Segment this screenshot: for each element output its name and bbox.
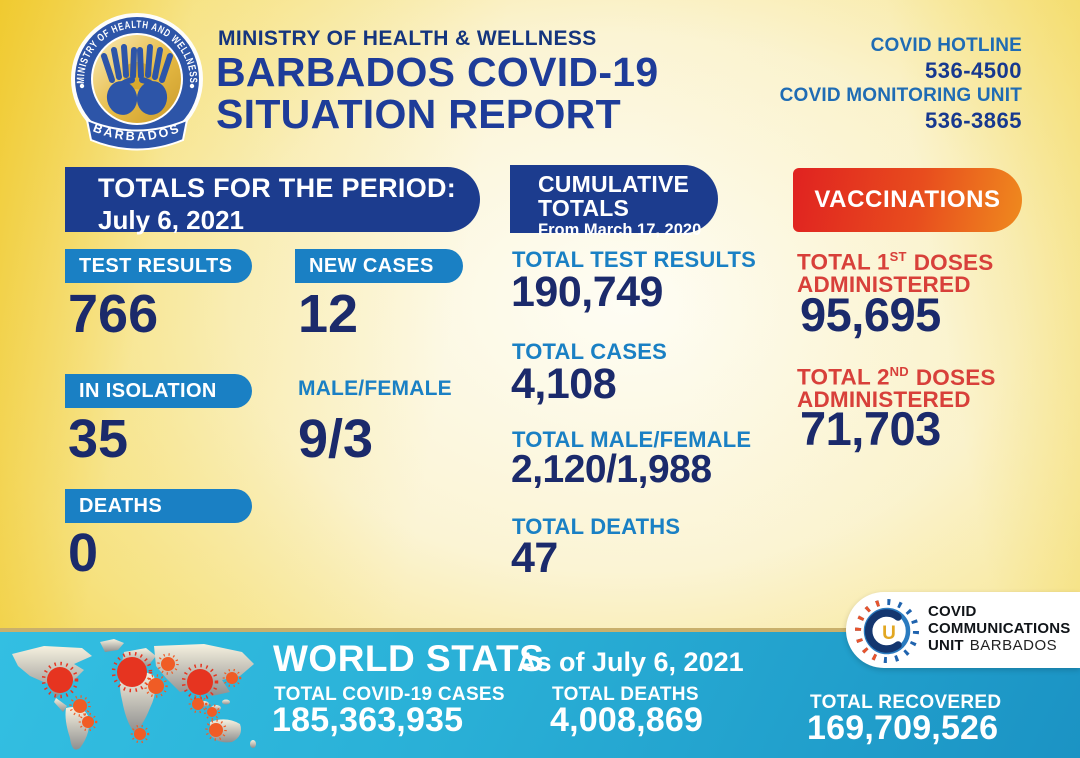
deaths-banner: DEATHS xyxy=(65,489,252,523)
hotline-label: COVID HOTLINE xyxy=(870,35,1022,56)
test-results-value: 766 xyxy=(68,284,159,344)
virus-icon: U xyxy=(855,599,919,663)
ccu-line3-unit: UNIT xyxy=(928,637,964,654)
world-cases-value: 185,363,935 xyxy=(272,701,464,739)
first-doses-label-suffix: DOSES xyxy=(913,249,994,275)
second-doses-label-prefix: TOTAL 2 xyxy=(797,364,890,390)
second-doses-label-suffix: DOSES xyxy=(915,364,996,390)
hands-icon xyxy=(101,44,173,115)
cumulative-banner-since: From March 17, 2020 xyxy=(538,221,702,239)
in-isolation-banner: IN ISOLATION xyxy=(65,374,252,408)
period-banner-date: July 6, 2021 xyxy=(98,205,244,235)
test-results-banner: TEST RESULTS xyxy=(65,249,252,283)
ccu-line1: COVID xyxy=(928,603,977,620)
total-cases-value: 4,108 xyxy=(511,360,617,408)
total-deaths-label: TOTAL DEATHS xyxy=(512,514,681,539)
total-cases-label: TOTAL CASES xyxy=(512,339,667,364)
hotline-number: 536-4500 xyxy=(925,58,1022,83)
cumulative-banner: CUMULATIVE TOTALS From March 17, 2020 xyxy=(510,165,718,239)
ministry-seal-logo: MINISTRY OF HEALTH AND WELLNESS BARBADOS xyxy=(71,13,203,151)
second-doses-value: 71,703 xyxy=(800,402,941,455)
report-title-line2: SITUATION REPORT xyxy=(216,91,621,137)
seal-ribbon xyxy=(85,118,189,151)
second-doses-label-line2: ADMINISTERED xyxy=(797,386,971,412)
total-male-female-label: TOTAL MALE/FEMALE xyxy=(512,427,752,452)
new-cases-banner: NEW CASES xyxy=(295,249,463,283)
male-female-label: MALE/FEMALE xyxy=(298,377,452,400)
first-doses-label-prefix: TOTAL 1 xyxy=(797,249,890,275)
world-deaths-value: 4,008,869 xyxy=(550,701,704,739)
total-male-female-value: 2,120/1,988 xyxy=(511,448,712,491)
world-deaths-label: TOTAL DEATHS xyxy=(552,684,699,705)
ccu-line3-barbados: BARBADOS xyxy=(969,637,1058,654)
seal-dot-left xyxy=(79,83,85,89)
total-deaths-value: 47 xyxy=(511,534,558,582)
world-cases-label: TOTAL COVID-19 CASES xyxy=(274,684,505,705)
second-doses-label-ordinal: ND xyxy=(889,364,909,379)
ministry-name: MINISTRY OF HEALTH & WELLNESS xyxy=(218,27,597,50)
first-doses-label: TOTAL 1ST DOSES ADMINISTERED xyxy=(797,246,993,296)
period-banner: TOTALS FOR THE PERIOD: July 6, 2021 xyxy=(65,167,480,235)
first-doses-label-line2: ADMINISTERED xyxy=(797,271,971,297)
vaccinations-banner: VACCINATIONS xyxy=(793,168,1022,232)
total-test-results-value: 190,749 xyxy=(511,268,663,316)
monitoring-label: COVID MONITORING UNIT xyxy=(779,85,1022,106)
seal-dot-right xyxy=(189,83,195,89)
world-stats-asof: As of July 6, 2021 xyxy=(517,647,744,677)
first-doses-value: 95,695 xyxy=(800,288,941,341)
deaths-value: 0 xyxy=(68,523,99,583)
first-doses-label-ordinal: ST xyxy=(889,249,907,264)
contact-block: COVID HOTLINE 536-4500 COVID MONITORING … xyxy=(780,33,1022,133)
second-doses-label: TOTAL 2ND DOSES ADMINISTERED xyxy=(797,361,996,411)
ccu-logo-text: COVID COMMUNICATIONS UNIT BARBADOS xyxy=(928,603,1071,654)
male-female-value: 9/3 xyxy=(298,409,374,469)
in-isolation-value: 35 xyxy=(68,409,129,469)
new-cases-value: 12 xyxy=(298,284,359,344)
world-recovered-label: TOTAL RECOVERED xyxy=(810,692,1002,713)
ccu-icon-letter: U xyxy=(882,623,896,644)
cumulative-banner-line1: CUMULATIVE xyxy=(538,171,690,197)
world-stats-title: WORLD STATS xyxy=(273,638,545,679)
period-banner-title: TOTALS FOR THE PERIOD: xyxy=(98,173,457,203)
world-recovered-value: 169,709,526 xyxy=(807,709,999,747)
ccu-line2: COMMUNICATIONS xyxy=(928,620,1071,637)
world-map xyxy=(12,639,256,750)
virus-spots xyxy=(41,651,242,744)
total-test-results-label: TOTAL TEST RESULTS xyxy=(512,247,756,272)
report-title-line1: BARBADOS COVID-19 xyxy=(216,49,659,95)
cumulative-banner-line2: TOTALS xyxy=(538,195,630,221)
monitoring-number: 536-3865 xyxy=(925,108,1022,133)
